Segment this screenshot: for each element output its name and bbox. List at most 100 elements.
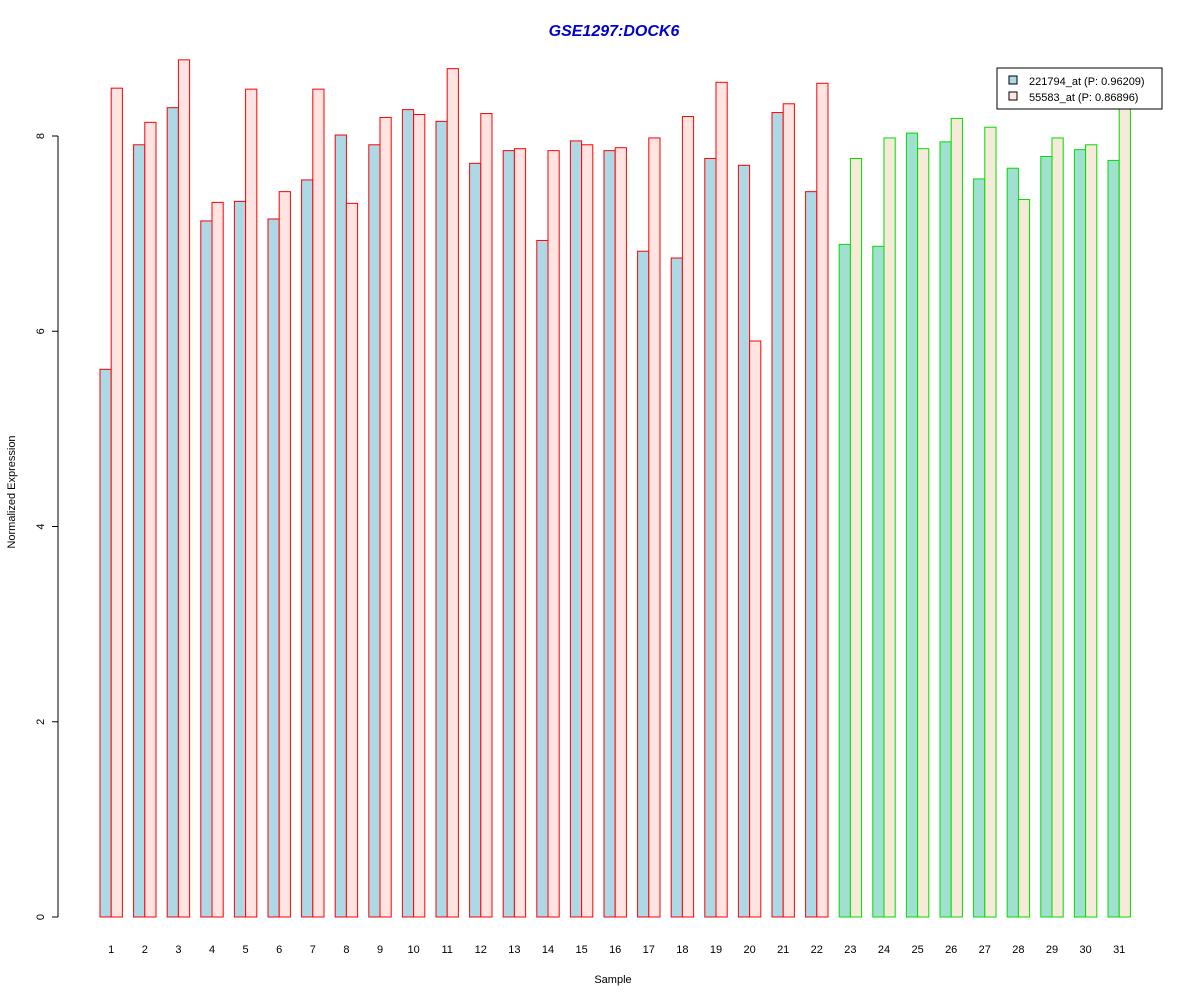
chart-title: GSE1297:DOCK6 [549, 23, 680, 40]
y-tick-label: 0 [35, 914, 47, 920]
legend-label-series-2: 55583_at (P: 0.86896) [1029, 92, 1138, 104]
bar-sample-1-series-1 [99, 368, 112, 918]
bar-sample-28-series-1 [1006, 167, 1019, 918]
bar-sample-2-series-2 [144, 121, 157, 918]
bar-sample-17-series-1 [637, 250, 650, 918]
bar-sample-29-series-2 [1051, 137, 1064, 918]
x-tick-label: 11 [441, 944, 452, 956]
bar-sample-9-series-2 [379, 116, 392, 918]
bar-sample-21-series-2 [782, 103, 795, 918]
y-tick-label: 2 [35, 719, 47, 725]
legend-swatch-series-1 [1008, 75, 1018, 85]
bar-sample-5-series-2 [245, 88, 258, 918]
x-tick-label: 3 [175, 944, 181, 956]
x-tick-label: 14 [542, 944, 554, 956]
bar-sample-9-series-1 [368, 144, 381, 918]
y-tick-label: 4 [35, 523, 47, 529]
bar-sample-11-series-1 [435, 120, 448, 918]
x-tick-label: 5 [243, 944, 249, 956]
x-tick-label: 20 [743, 944, 755, 956]
bar-sample-2-series-1 [133, 144, 146, 918]
bar-sample-23-series-2 [849, 157, 863, 918]
x-tick-label: 24 [878, 944, 890, 956]
bar-sample-27-series-1 [973, 178, 986, 918]
bar-sample-17-series-2 [648, 137, 661, 918]
x-tick-label: 1 [108, 944, 114, 956]
bar-sample-26-series-2 [950, 117, 963, 918]
x-tick-label: 13 [508, 944, 520, 956]
bar-sample-4-series-2 [211, 201, 224, 918]
bar-sample-8-series-2 [345, 202, 359, 918]
x-tick-label: 7 [310, 944, 316, 956]
x-tick-label: 22 [811, 944, 823, 956]
bar-sample-13-series-2 [513, 148, 527, 918]
bar-sample-26-series-1 [939, 141, 952, 918]
y-axis-label: Normalized Expression [6, 435, 18, 548]
bar-sample-20-series-1 [737, 164, 751, 918]
x-tick-labels: 1 2 3 4 5 6 7 8 9 10 11 12 13 14 15 16 17 18 19 20 21 22 23 24 2… [108, 944, 1125, 956]
x-tick-label: 30 [1079, 944, 1091, 956]
bar-sample-7-series-1 [301, 179, 314, 918]
x-tick-label: 27 [979, 944, 991, 956]
x-tick-label: 10 [407, 944, 419, 956]
x-tick-label: 9 [377, 944, 383, 956]
x-tick-label: 21 [777, 944, 789, 956]
bar-sample-18-series-2 [681, 115, 695, 918]
bar-sample-1-series-2 [110, 87, 123, 918]
bar-sample-28-series-2 [1017, 198, 1031, 918]
legend: 221794_at (P: 0.96209) 55583_at (P: 0.86… [996, 67, 1163, 110]
bar-sample-31-series-1 [1107, 159, 1120, 918]
bar-sample-6-series-1 [267, 218, 280, 918]
x-tick-label: 12 [475, 944, 487, 956]
bar-sample-27-series-2 [984, 126, 997, 918]
x-tick-label: 25 [911, 944, 923, 956]
x-tick-label: 23 [844, 944, 856, 956]
x-tick-label: 16 [609, 944, 621, 956]
bar-sample-30-series-2 [1085, 144, 1098, 918]
legend-swatch-series-2 [1008, 91, 1018, 101]
bar-sample-25-series-2 [917, 148, 930, 918]
bar-sample-15-series-2 [581, 144, 594, 918]
bar-sample-12-series-2 [480, 113, 493, 918]
y-tick-label: 8 [35, 133, 47, 139]
bar-sample-22-series-2 [816, 82, 829, 918]
bar-sample-3-series-2 [177, 59, 191, 918]
bar-sample-25-series-1 [905, 132, 919, 918]
bar-sample-16-series-2 [614, 147, 627, 918]
bar-sample-3-series-1 [166, 107, 179, 918]
x-tick-label: 31 [1113, 944, 1125, 956]
x-tick-label: 2 [142, 944, 148, 956]
x-tick-label: 26 [945, 944, 957, 956]
bar-sample-23-series-1 [838, 243, 851, 918]
bar-sample-13-series-1 [502, 150, 515, 918]
bar-sample-16-series-1 [603, 150, 616, 918]
x-tick-label: 15 [575, 944, 587, 956]
y-tick-label: 6 [35, 328, 47, 334]
bar-sample-10-series-1 [401, 109, 415, 918]
x-tick-label: 18 [676, 944, 688, 956]
bar-sample-30-series-1 [1073, 149, 1087, 918]
bar-sample-5-series-1 [233, 200, 247, 918]
bar-sample-6-series-2 [278, 191, 291, 918]
bar-sample-7-series-2 [312, 88, 325, 918]
legend-label-series-1: 221794_at (P: 0.96209) [1029, 76, 1145, 88]
x-tick-label: 28 [1012, 944, 1024, 956]
bar-sample-20-series-2 [749, 340, 762, 918]
x-axis-label: Sample [594, 974, 631, 986]
bar-sample-22-series-1 [805, 191, 818, 918]
x-tick-label: 6 [276, 944, 282, 956]
x-tick-label: 8 [343, 944, 349, 956]
bar-sample-4-series-1 [200, 220, 213, 918]
x-tick-label: 19 [710, 944, 722, 956]
bar-sample-21-series-1 [771, 112, 784, 918]
bar-sample-19-series-2 [715, 81, 728, 918]
bar-sample-12-series-1 [469, 162, 482, 918]
bar-sample-11-series-2 [446, 68, 459, 918]
legend-box [996, 67, 1163, 110]
bar-sample-8-series-1 [334, 134, 347, 918]
bar-sample-31-series-2 [1118, 106, 1131, 918]
bar-sample-15-series-1 [569, 140, 583, 918]
x-tick-label: 29 [1046, 944, 1058, 956]
x-tick-label: 17 [643, 944, 655, 956]
